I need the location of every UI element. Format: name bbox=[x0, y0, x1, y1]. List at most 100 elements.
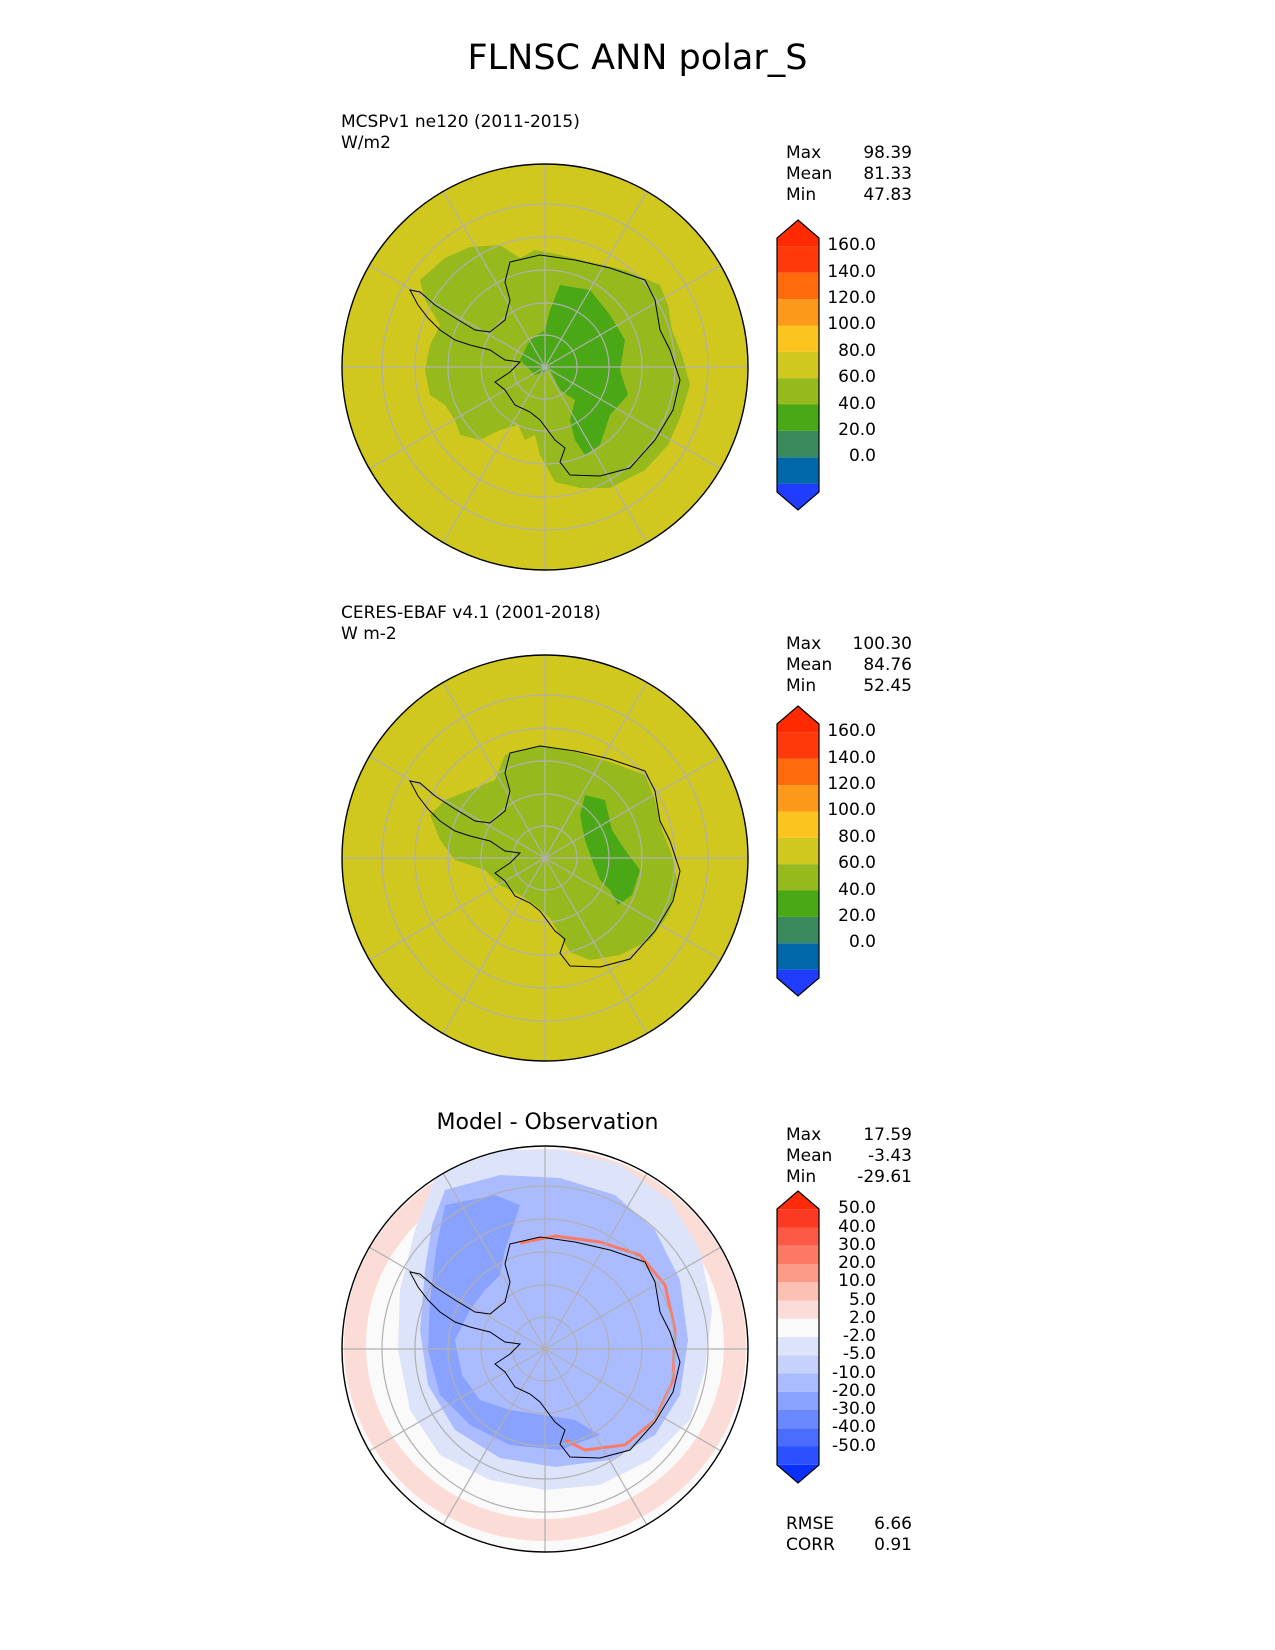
panel3-max-label: Max bbox=[786, 1125, 822, 1145]
colorbar-tick-label: 10.0 bbox=[838, 1271, 876, 1292]
colorbar-tick-label: 120.0 bbox=[827, 288, 876, 309]
colorbar-segment bbox=[777, 969, 819, 996]
colorbar-segment bbox=[777, 404, 819, 431]
colorbar-segment bbox=[777, 1337, 819, 1356]
corr-value: 0.91 bbox=[874, 1535, 912, 1555]
panel2-mean-label: Mean bbox=[786, 655, 833, 675]
colorbar-tick-label: 160.0 bbox=[827, 235, 876, 256]
panel3-title: Model - Observation bbox=[436, 1110, 659, 1135]
panel3-stats: Max 17.59 Mean -3.43 Min -29.61 bbox=[786, 1125, 912, 1188]
panel1-min-label: Min bbox=[786, 185, 817, 205]
colorbar-segment bbox=[777, 1300, 819, 1319]
panel3-mean-label: Mean bbox=[786, 1146, 833, 1166]
panel2-min-value: 52.45 bbox=[863, 676, 912, 696]
colorbar-tick-label: 0.0 bbox=[848, 446, 876, 467]
colorbar-segment bbox=[777, 1282, 819, 1301]
colorbar-segment bbox=[777, 1245, 819, 1264]
panel3-metrics: RMSE 6.66 CORR 0.91 bbox=[786, 1514, 912, 1556]
panel2-coastline bbox=[409, 745, 681, 968]
colorbar-tick-label: -5.0 bbox=[842, 1344, 876, 1365]
colorbar-outline bbox=[776, 705, 820, 997]
colorbar-segment bbox=[777, 220, 819, 247]
colorbar-segment bbox=[777, 1373, 819, 1392]
colorbar-segment bbox=[777, 1428, 819, 1447]
panel2-colorbar bbox=[776, 705, 820, 997]
colorbar-tick-label: -10.0 bbox=[832, 1362, 876, 1383]
panel3-max-value: 17.59 bbox=[863, 1125, 912, 1145]
colorbar-segment bbox=[777, 706, 819, 733]
colorbar-tick-label: 20.0 bbox=[838, 905, 876, 926]
colorbar-segment bbox=[777, 1410, 819, 1429]
panel1-coastline bbox=[409, 254, 681, 477]
colorbar-segment bbox=[777, 864, 819, 891]
colorbar-segment bbox=[777, 837, 819, 865]
panel2-subtitle-line1: CERES-EBAF v4.1 (2001-2018) bbox=[341, 603, 601, 623]
rmse-value: 6.66 bbox=[874, 1514, 912, 1534]
panel1-land-inner bbox=[520, 285, 628, 455]
colorbar-segment bbox=[777, 785, 819, 812]
colorbar-tick-label: 60.0 bbox=[838, 367, 876, 388]
panel2-mean-value: 84.76 bbox=[863, 655, 912, 675]
panel3-blue-dark bbox=[428, 1195, 600, 1450]
colorbar-tick-label: 120.0 bbox=[827, 774, 876, 795]
colorbar-tick-label: 140.0 bbox=[827, 747, 876, 768]
panel3-coast-red bbox=[519, 1234, 677, 1452]
colorbar-outline bbox=[776, 219, 820, 511]
colorbar-tick-label: -50.0 bbox=[832, 1435, 876, 1456]
colorbar-segment bbox=[777, 299, 819, 326]
figure-title: FLNSC ANN polar_S bbox=[467, 38, 808, 78]
rmse-label: RMSE bbox=[786, 1514, 835, 1534]
panel3-colorbar bbox=[776, 1190, 820, 1484]
colorbar-segment bbox=[777, 272, 819, 300]
colorbar-tick-label: 50.0 bbox=[838, 1198, 876, 1219]
panel1-max-label: Max bbox=[786, 143, 822, 163]
colorbar-tick-label: 5.0 bbox=[848, 1289, 876, 1310]
colorbar-tick-label: 160.0 bbox=[827, 721, 876, 742]
colorbar-segment bbox=[777, 378, 819, 405]
colorbar-segment bbox=[777, 943, 819, 970]
colorbar-tick-label: 40.0 bbox=[838, 393, 876, 414]
panel1-stats: Max 98.39 Mean 81.33 Min 47.83 bbox=[786, 143, 912, 206]
colorbar-segment bbox=[777, 1227, 819, 1246]
panel2-subtitle: CERES-EBAF v4.1 (2001-2018) W m-2 bbox=[341, 603, 601, 645]
panel1-graticule bbox=[342, 164, 748, 570]
colorbar-segment bbox=[777, 1318, 819, 1337]
colorbar-segment bbox=[777, 1209, 819, 1228]
colorbar-segment bbox=[777, 457, 819, 484]
colorbar-segment bbox=[777, 1355, 819, 1374]
panel2-stats: Max 100.30 Mean 84.76 Min 52.45 bbox=[786, 634, 912, 697]
colorbar-tick-label: 2.0 bbox=[848, 1307, 876, 1328]
colorbar-segment bbox=[777, 1446, 819, 1465]
colorbar-segment bbox=[777, 351, 819, 379]
panel1-subtitle-line2: W/m2 bbox=[341, 133, 391, 153]
colorbar-segment bbox=[777, 483, 819, 510]
colorbar-tick-label: 30.0 bbox=[838, 1234, 876, 1255]
colorbar-tick-label: 80.0 bbox=[838, 340, 876, 361]
colorbar-tick-label: 40.0 bbox=[838, 879, 876, 900]
panel1-colorbar bbox=[776, 219, 820, 511]
colorbar-segment bbox=[777, 758, 819, 786]
colorbar-segment bbox=[777, 890, 819, 917]
colorbar-tick-label: -40.0 bbox=[832, 1417, 876, 1438]
panel2-max-value: 100.30 bbox=[852, 634, 912, 654]
colorbar-segment bbox=[777, 732, 819, 759]
panel3-coastline bbox=[409, 1236, 681, 1459]
panel2-map bbox=[341, 654, 749, 1062]
panel2-min-label: Min bbox=[786, 676, 817, 696]
corr-label: CORR bbox=[786, 1535, 835, 1555]
colorbar-tick-label: -20.0 bbox=[832, 1380, 876, 1401]
colorbar-tick-label: 140.0 bbox=[827, 261, 876, 282]
colorbar-segment bbox=[777, 1391, 819, 1410]
panel1-subtitle-line1: MCSPv1 ne120 (2011-2015) bbox=[341, 112, 580, 132]
colorbar-tick-label: 20.0 bbox=[838, 1253, 876, 1273]
colorbar-tick-label: -2.0 bbox=[842, 1326, 876, 1346]
colorbar-tick-label: 0.0 bbox=[848, 932, 876, 953]
colorbar-tick-label: 60.0 bbox=[838, 853, 876, 874]
colorbar-segment bbox=[777, 1464, 819, 1483]
panel1-mean-label: Mean bbox=[786, 164, 833, 184]
panel3-mean-value: -3.43 bbox=[868, 1146, 912, 1166]
colorbar-segment bbox=[777, 1191, 819, 1210]
colorbar-tick-label: 100.0 bbox=[827, 314, 876, 335]
panel3-map bbox=[341, 1145, 749, 1553]
